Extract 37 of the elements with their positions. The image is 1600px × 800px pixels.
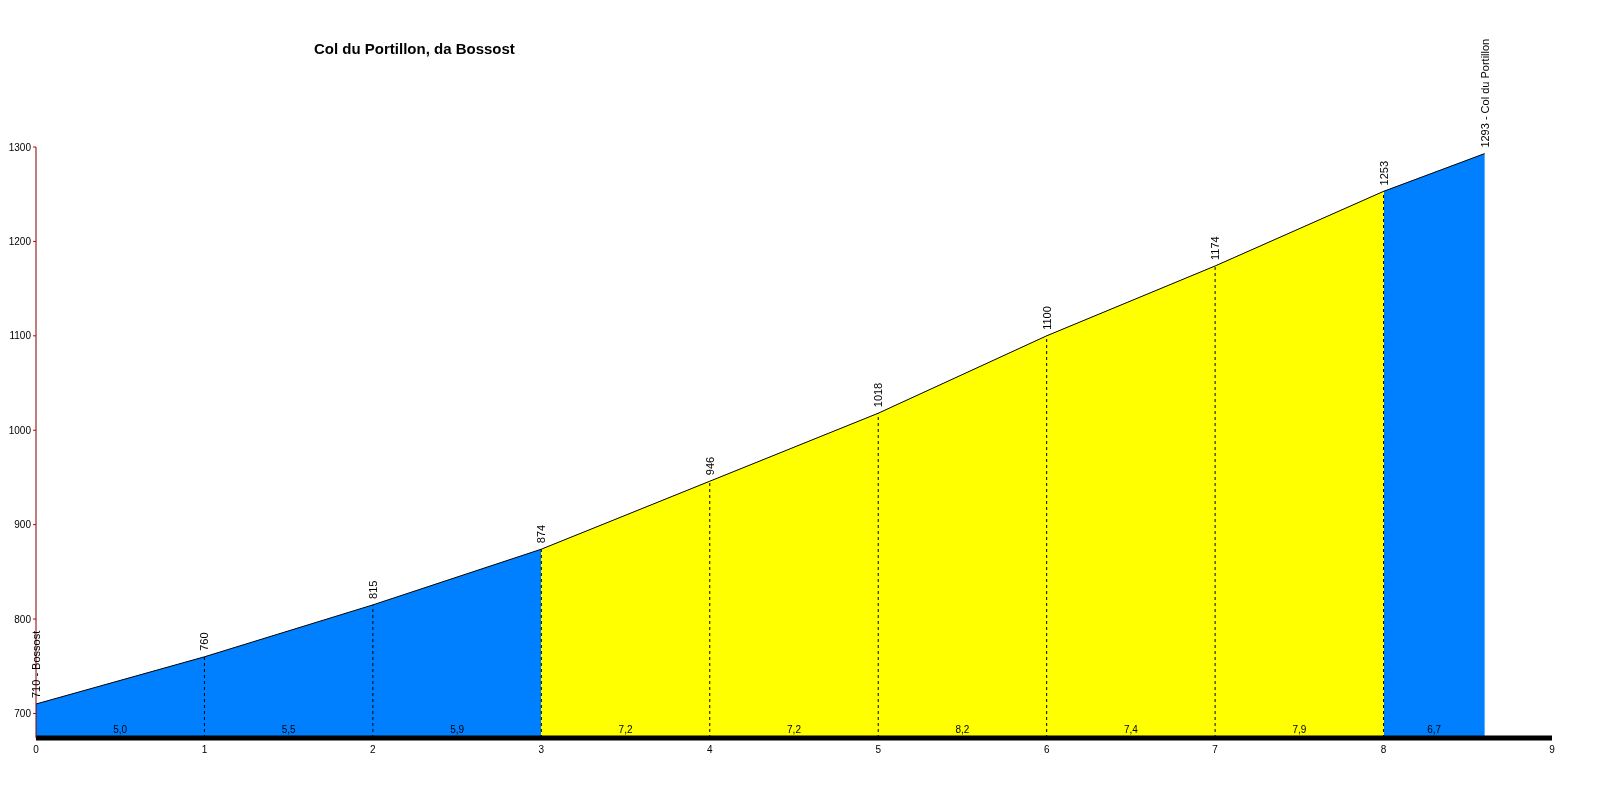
chart-title: Col du Portillon, da Bossost <box>314 40 515 57</box>
annotation: 6,7 <box>1427 724 1442 735</box>
x-tick-label: 7 <box>1212 744 1219 756</box>
annotation: 5,5 <box>281 724 297 735</box>
y-tick-label: 1000 <box>8 424 32 436</box>
x-tick-label: 0 <box>33 744 40 756</box>
data-label: 1174 <box>1209 236 1222 260</box>
data-label: 1100 <box>1040 306 1053 330</box>
x-tick-label: 3 <box>538 744 545 756</box>
x-tick-label: 5 <box>875 744 882 756</box>
annotation: 7,4 <box>1123 724 1139 735</box>
annotation: 8,2 <box>955 724 970 735</box>
y-tick-label: 700 <box>14 708 32 719</box>
y-tick-label: 1300 <box>8 141 32 153</box>
y-tick-label: 1100 <box>9 330 32 342</box>
y-tick-label: 900 <box>14 519 32 531</box>
data-label: 946 <box>703 456 716 476</box>
data-label: 760 <box>198 632 211 651</box>
data-label: 1253 <box>1377 160 1390 186</box>
data-label: 815 <box>366 580 379 599</box>
data-label: 1018 <box>872 382 885 408</box>
x-tick-label: 2 <box>370 744 377 756</box>
y-tick-label: 1200 <box>8 235 32 247</box>
data-label: 710 - Bossost <box>30 630 42 699</box>
y-tick-label: 800 <box>14 613 32 625</box>
x-tick-label: 4 <box>707 744 713 756</box>
data-label: 1293 - Col du Portillon <box>1478 38 1491 148</box>
x-tick-label: 9 <box>1549 744 1556 756</box>
x-tick-label: 6 <box>1043 744 1050 756</box>
annotation: 7,2 <box>618 724 633 735</box>
annotation: 5,0 <box>113 724 128 735</box>
annotation: 7,2 <box>787 724 802 735</box>
annotation: 5,9 <box>450 724 465 735</box>
x-tick-label: 8 <box>1380 744 1387 756</box>
data-label: 874 <box>535 524 548 544</box>
annotation: 7,9 <box>1292 724 1307 735</box>
x-tick-label: 1 <box>201 744 208 756</box>
